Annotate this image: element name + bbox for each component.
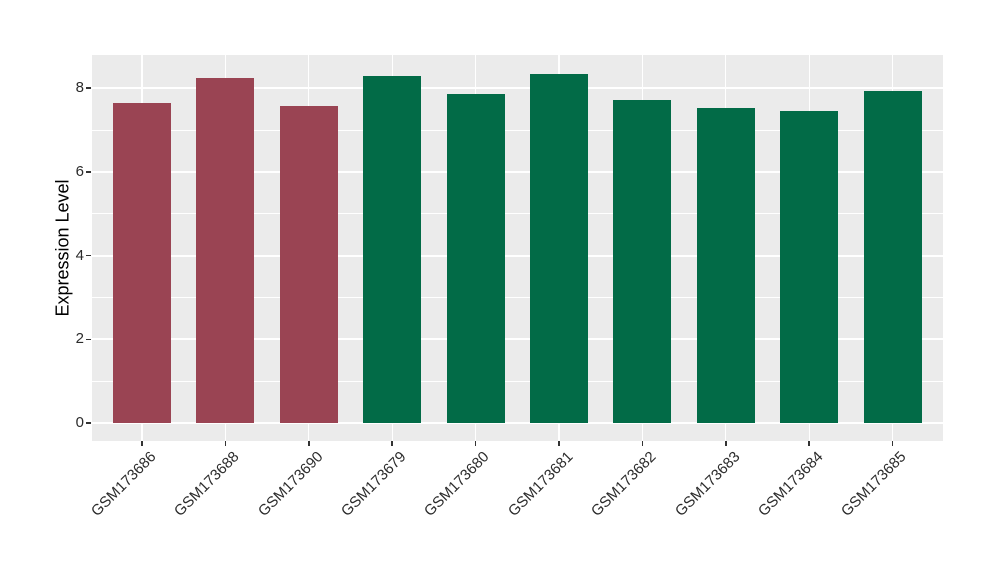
x-tick-label-GSM173681: GSM173681 bbox=[504, 448, 577, 520]
y-tick-mark-4 bbox=[86, 254, 91, 257]
x-tick-label-GSM173686: GSM173686 bbox=[87, 448, 160, 520]
x-tick-mark-GSM173683 bbox=[725, 441, 727, 446]
x-tick-mark-GSM173690 bbox=[308, 441, 310, 446]
minor-gridline-y5 bbox=[92, 213, 943, 215]
major-gridline-y8 bbox=[92, 87, 943, 90]
plot-panel bbox=[92, 55, 943, 441]
x-tick-label-GSM173680: GSM173680 bbox=[421, 448, 493, 520]
bar-GSM173679 bbox=[363, 75, 422, 423]
bar-GSM173681 bbox=[530, 74, 588, 423]
x-tick-label-GSM173682: GSM173682 bbox=[588, 448, 660, 520]
x-tick-mark-GSM173680 bbox=[474, 441, 477, 446]
minor-gridline-y1 bbox=[92, 380, 943, 382]
x-tick-label-GSM173690: GSM173690 bbox=[254, 448, 327, 520]
x-tick-label-GSM173683: GSM173683 bbox=[671, 448, 744, 520]
bar-GSM173684 bbox=[780, 110, 839, 423]
y-tick-label-2: 2 bbox=[75, 330, 84, 348]
bar-GSM173686 bbox=[113, 103, 171, 423]
bar-GSM173688 bbox=[196, 77, 255, 423]
x-tick-mark-GSM173686 bbox=[141, 441, 143, 446]
x-tick-label-GSM173685: GSM173685 bbox=[838, 448, 910, 520]
x-tick-label-GSM173679: GSM173679 bbox=[337, 448, 410, 520]
x-tick-mark-GSM173684 bbox=[808, 441, 810, 446]
major-gridline-y6 bbox=[92, 171, 943, 173]
y-tick-mark-8 bbox=[86, 87, 91, 90]
x-tick-mark-GSM173679 bbox=[391, 441, 393, 446]
y-tick-label-4: 4 bbox=[75, 246, 84, 264]
bar-GSM173690 bbox=[279, 105, 338, 423]
major-gridline-y0 bbox=[92, 422, 943, 424]
y-tick-label-8: 8 bbox=[75, 79, 84, 97]
y-tick-label-0: 0 bbox=[75, 414, 84, 431]
bar-GSM173682 bbox=[613, 99, 672, 423]
minor-gridline-y3 bbox=[92, 297, 943, 298]
bar-GSM173680 bbox=[446, 94, 505, 423]
x-tick-label-GSM173684: GSM173684 bbox=[754, 448, 827, 520]
y-tick-mark-0 bbox=[86, 422, 91, 424]
major-gridline-y2 bbox=[92, 338, 943, 341]
x-tick-mark-GSM173681 bbox=[558, 441, 560, 446]
bar-GSM173685 bbox=[863, 90, 922, 423]
x-tick-mark-GSM173682 bbox=[641, 441, 644, 446]
minor-gridline-y7 bbox=[92, 129, 943, 131]
x-tick-label-GSM173688: GSM173688 bbox=[171, 448, 243, 520]
x-tick-mark-GSM173688 bbox=[224, 441, 227, 446]
y-tick-label-6: 6 bbox=[75, 162, 84, 180]
major-gridline-y4 bbox=[92, 254, 943, 257]
bar-GSM173683 bbox=[696, 108, 755, 423]
x-tick-mark-GSM173685 bbox=[891, 441, 894, 446]
y-tick-mark-2 bbox=[86, 338, 91, 341]
y-tick-mark-6 bbox=[86, 171, 91, 173]
